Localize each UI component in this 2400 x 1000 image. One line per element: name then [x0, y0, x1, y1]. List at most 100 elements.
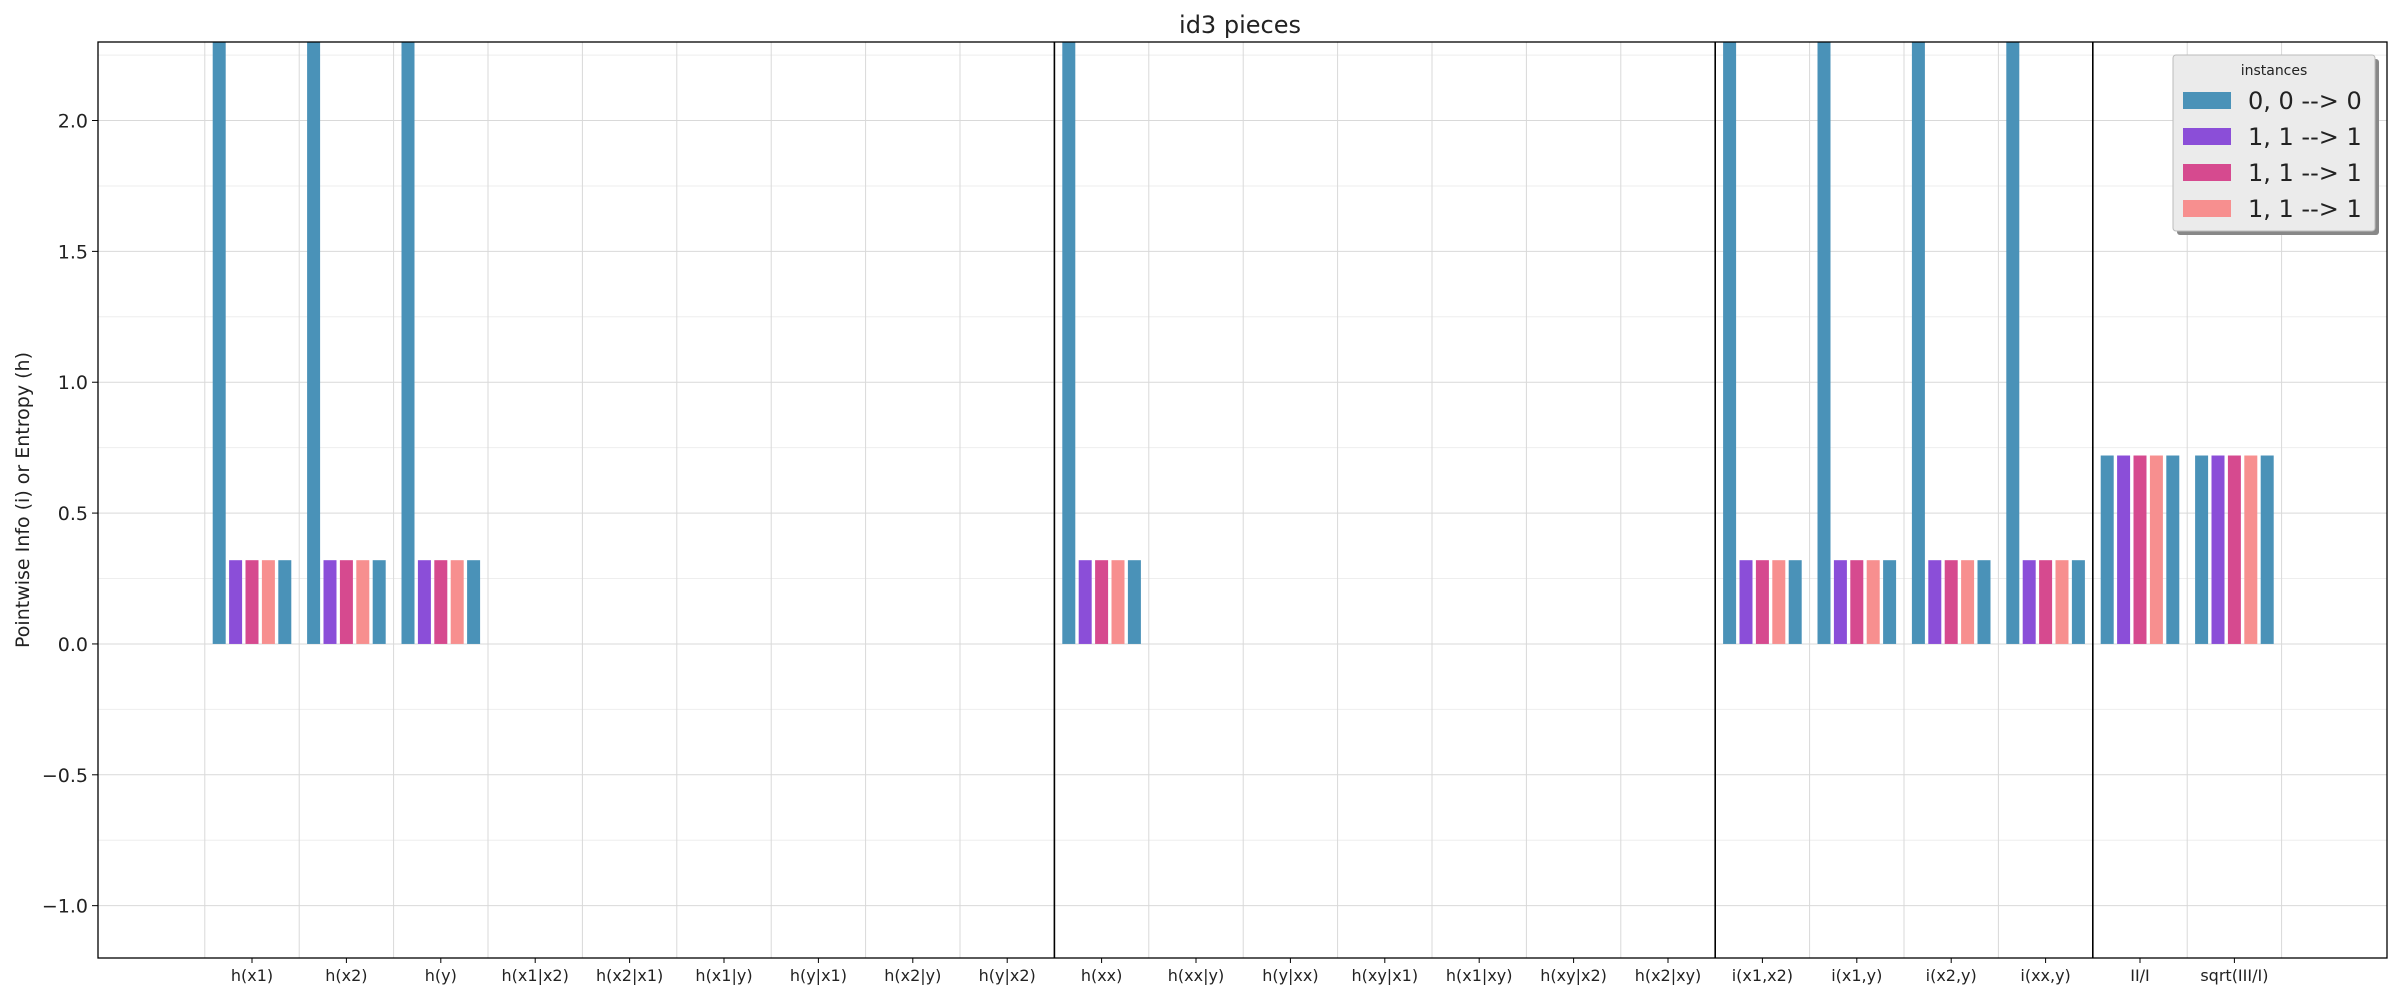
x-axis-ticks: h(x1) h(x2) h(y) h(x1|x2) h(x2|x1) h(x1|y) h(y… [231, 958, 2268, 985]
bar-h-x1--series-2 [229, 560, 243, 644]
bar-i-x1-y--series-2 [1833, 560, 1847, 644]
bar-i-x2-y--series-1 [1911, 42, 1925, 644]
bar-h-y--series-1 [401, 42, 415, 644]
bar-i-xx-y--series-3 [2039, 560, 2053, 644]
bar-h-y--series-2 [417, 560, 431, 644]
y-tick-label: −1.0 [42, 896, 88, 918]
bar-i-x2-y--series-5 [1977, 560, 1991, 644]
bar-i-x1-y--series-3 [1850, 560, 1864, 644]
bar-i-x1-y--series-4 [1866, 560, 1880, 644]
legend-swatch [2183, 92, 2231, 109]
x-tick-label: h(xx|y) [1168, 966, 1224, 985]
bar-i-x1-y--series-5 [1883, 560, 1897, 644]
x-tick-label: h(x2|y) [884, 966, 941, 985]
legend-label: 1, 1 --> 1 [2248, 195, 2362, 223]
bar-i-x2-y--series-4 [1961, 560, 1975, 644]
x-tick-label: h(y|x2) [979, 966, 1036, 985]
legend-title: instances [2241, 63, 2308, 79]
x-tick-label: II/I [2130, 966, 2150, 985]
x-tick-label: h(xy|x1) [1351, 966, 1418, 985]
bars-layer [212, 42, 2274, 644]
bar-i-x1-x2--series-2 [1739, 560, 1753, 644]
x-tick-label: i(x1,y) [1831, 966, 1882, 985]
x-tick-label: h(y|xx) [1262, 966, 1318, 985]
bar-i-x1-y--series-1 [1817, 42, 1831, 644]
y-tick-label: 0.5 [58, 503, 88, 525]
y-axis-label: Pointwise Info (i) or Entropy (h) [12, 352, 34, 648]
bar-sqrt-III-I--series-1 [2195, 455, 2209, 644]
bar-i-xx-y--series-5 [2071, 560, 2085, 644]
bar-II-I-series-1 [2100, 455, 2114, 644]
bar-i-x2-y--series-2 [1928, 560, 1942, 644]
bar-h-x2--series-5 [372, 560, 386, 644]
x-tick-label: h(xx) [1081, 966, 1123, 985]
legend-label: 1, 1 --> 1 [2248, 159, 2362, 187]
x-tick-label: h(x1) [231, 966, 273, 985]
legend-swatch [2183, 128, 2231, 145]
bar-h-x1--series-5 [278, 560, 292, 644]
bar-h-x1--series-1 [212, 42, 226, 644]
y-tick-label: −0.5 [42, 765, 88, 787]
x-tick-label: h(x1|y) [695, 966, 752, 985]
x-tick-label: h(y|x1) [790, 966, 847, 985]
x-tick-label: i(x2,y) [1926, 966, 1977, 985]
bar-h-x2--series-2 [323, 560, 337, 644]
bar-h-xx--series-2 [1078, 560, 1092, 644]
legend-entries: 0, 0 --> 0 1, 1 --> 1 1, 1 --> 1 1, 1 --> 1 [2183, 87, 2362, 223]
bar-i-x1-x2--series-5 [1788, 560, 1802, 644]
bar-h-xx--series-4 [1111, 560, 1125, 644]
bar-sqrt-III-I--series-4 [2244, 455, 2258, 644]
y-tick-label: 0.0 [58, 634, 88, 656]
bar-II-I-series-2 [2117, 455, 2131, 644]
bar-h-x2--series-3 [339, 560, 353, 644]
legend-swatch [2183, 200, 2231, 217]
bar-sqrt-III-I--series-2 [2211, 455, 2225, 644]
bar-h-x1--series-4 [261, 560, 275, 644]
bar-h-x2--series-4 [356, 560, 370, 644]
legend-swatch [2183, 164, 2231, 181]
x-tick-label: h(y) [425, 966, 457, 985]
x-tick-label: h(x1|x2) [502, 966, 569, 985]
bar-sqrt-III-I--series-5 [2260, 455, 2274, 644]
x-tick-label: h(x1|xy) [1446, 966, 1513, 985]
bar-i-x1-x2--series-4 [1772, 560, 1786, 644]
x-tick-label: h(xy|x2) [1540, 966, 1607, 985]
bar-II-I-series-4 [2149, 455, 2163, 644]
bar-h-xx--series-5 [1127, 560, 1141, 644]
chart-title: id3 pieces [1179, 11, 1301, 39]
bar-h-y--series-4 [450, 560, 464, 644]
y-tick-label: 1.0 [58, 372, 88, 394]
legend-label: 0, 0 --> 0 [2248, 87, 2362, 115]
x-tick-label: i(xx,y) [2020, 966, 2070, 985]
bar-i-xx-y--series-1 [2006, 42, 2020, 644]
x-tick-label: sqrt(III/I) [2200, 966, 2268, 985]
bar-h-x2--series-1 [307, 42, 321, 644]
bar-II-I-series-3 [2133, 455, 2147, 644]
x-tick-label: h(x2|x1) [596, 966, 663, 985]
y-tick-label: 1.5 [58, 241, 88, 263]
bar-h-xx--series-1 [1062, 42, 1076, 644]
y-axis-ticks: −1.0 −0.5 0.0 0.5 1.0 1.5 2.0 [42, 111, 98, 918]
bar-sqrt-III-I--series-3 [2227, 455, 2241, 644]
x-tick-label: h(x2) [325, 966, 367, 985]
group-separators [1053, 42, 2094, 958]
grid-layer [98, 42, 2387, 958]
x-tick-label: i(x1,x2) [1732, 966, 1793, 985]
bar-i-xx-y--series-2 [2022, 560, 2036, 644]
x-tick-label: h(x2|xy) [1635, 966, 1702, 985]
bar-h-x1--series-3 [245, 560, 259, 644]
bar-II-I-series-5 [2166, 455, 2180, 644]
bar-i-xx-y--series-4 [2055, 560, 2069, 644]
y-tick-label: 2.0 [58, 111, 88, 133]
plot-frame [97, 41, 2388, 959]
bar-i-x1-x2--series-3 [1755, 560, 1769, 644]
bar-h-xx--series-3 [1095, 560, 1109, 644]
bar-h-y--series-5 [467, 560, 481, 644]
bar-i-x1-x2--series-1 [1723, 42, 1737, 644]
bar-i-x2-y--series-3 [1944, 560, 1958, 644]
legend: instances 0, 0 --> 0 1, 1 --> 1 1, 1 --> 1… [2172, 54, 2379, 235]
legend-label: 1, 1 --> 1 [2248, 123, 2362, 151]
bar-h-y--series-3 [434, 560, 448, 644]
